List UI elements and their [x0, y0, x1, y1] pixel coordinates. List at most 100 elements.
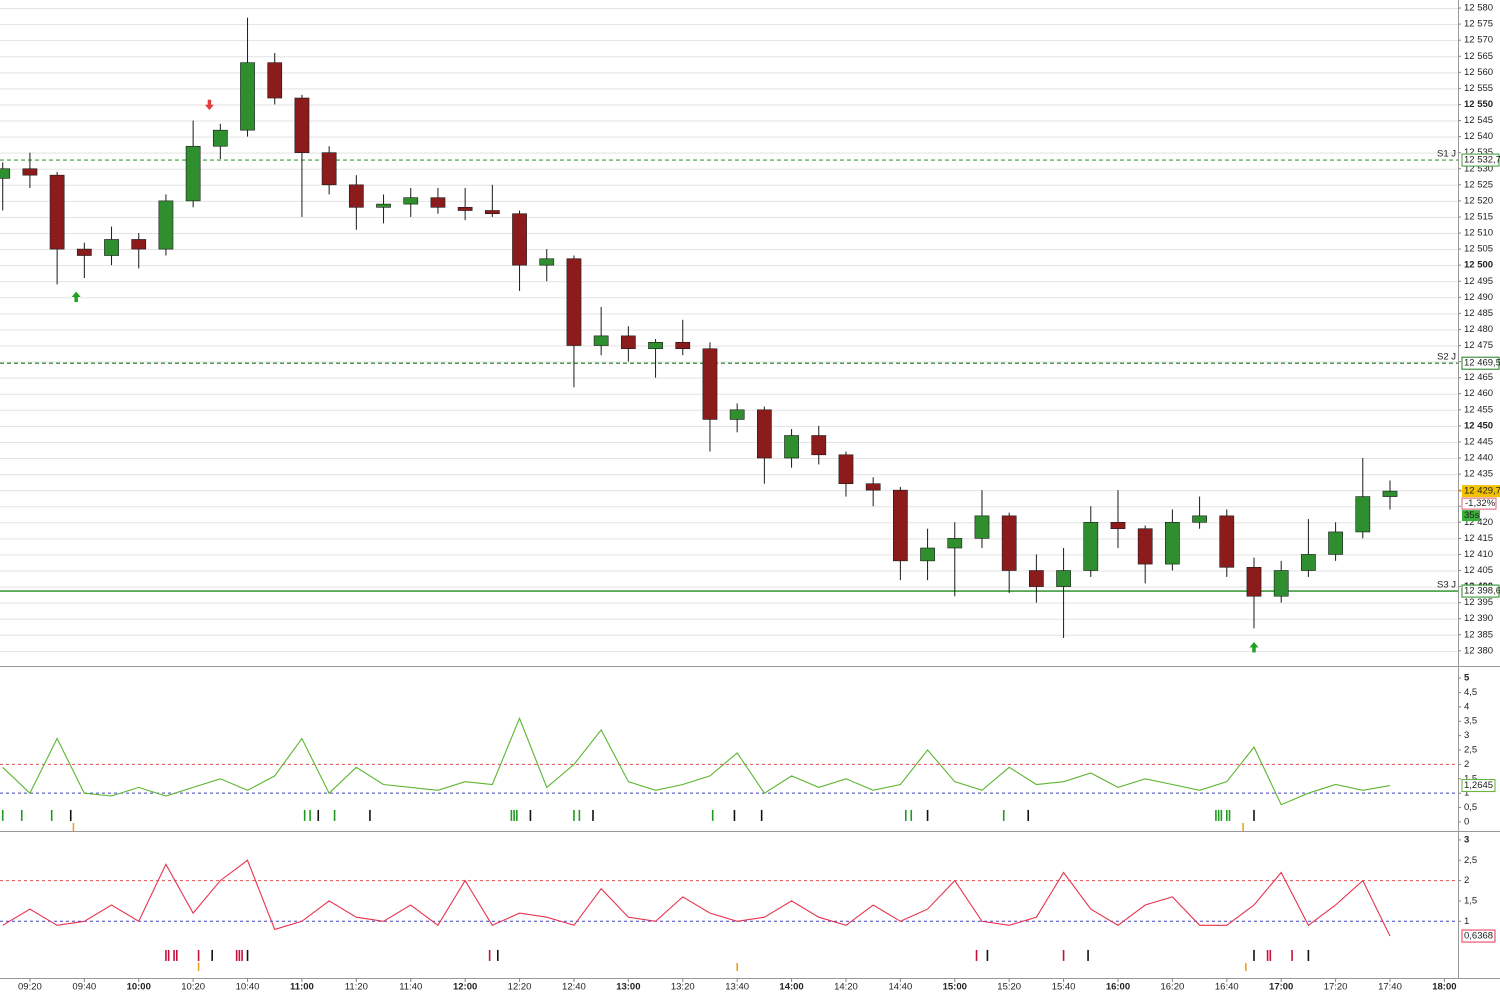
- x-tick-label: 14:00: [779, 982, 803, 993]
- x-tick-label: 13:20: [671, 982, 695, 993]
- change-label: -1,32%: [1465, 498, 1496, 509]
- candle-body: [1328, 531, 1343, 555]
- y-tick-label: 12 550: [1464, 99, 1493, 110]
- signal-arrow: [203, 99, 215, 111]
- level-label-box: [1461, 356, 1500, 370]
- candle-body: [484, 210, 500, 215]
- x-tick-label: 10:00: [127, 982, 151, 993]
- x-tick-label: 17:20: [1324, 982, 1348, 993]
- indicator-line: [2, 716, 1391, 806]
- candle-body: [457, 207, 473, 211]
- y-tick-label: 12 385: [1464, 629, 1493, 640]
- x-tick-label: 11:40: [399, 982, 422, 993]
- y-tick-label: 3,5: [1464, 716, 1477, 727]
- y-tick-label: 1,5: [1464, 773, 1477, 784]
- y-tick-label: 12 580: [1464, 3, 1493, 14]
- y-tick-label: 5: [1464, 673, 1470, 684]
- level-name: S1 J: [1437, 149, 1456, 160]
- x-tick-label: 09:40: [72, 982, 96, 993]
- level-value-label: 12 532,7: [1464, 155, 1500, 166]
- x-tick-label: 13:00: [616, 982, 640, 993]
- x-tick-label: 10:40: [236, 982, 260, 993]
- x-tick-label: 12:20: [508, 982, 532, 993]
- y-tick-label: 12 465: [1464, 372, 1493, 383]
- candle-body: [947, 538, 963, 549]
- timer-label: 35s: [1464, 510, 1480, 521]
- y-tick-label: 12 530: [1464, 163, 1493, 174]
- candle-body: [756, 409, 772, 459]
- level-value-label: 12 398,6: [1464, 586, 1500, 597]
- candle-body: [185, 145, 201, 202]
- candle-body: [104, 239, 119, 256]
- y-tick-label: 12 575: [1464, 19, 1493, 30]
- y-tick-label: 12 520: [1464, 195, 1493, 206]
- x-tick-label: 16:00: [1106, 982, 1130, 993]
- candle-body: [1137, 528, 1153, 565]
- candle-body: [1301, 554, 1316, 571]
- y-tick-label: 12 560: [1464, 67, 1493, 78]
- change-box: [1461, 497, 1497, 510]
- x-tick-label: 16:20: [1160, 982, 1184, 993]
- level-label-box: [1461, 153, 1500, 167]
- candle-body: [131, 239, 147, 250]
- candle-body: [1382, 490, 1398, 497]
- candle-body: [158, 200, 174, 250]
- candle-body: [1192, 515, 1207, 523]
- x-tick-label: 10:20: [181, 982, 205, 993]
- x-tick-label: 16:40: [1215, 982, 1239, 993]
- y-tick-label: 4: [1464, 701, 1469, 712]
- y-tick-label: 12 450: [1464, 420, 1493, 431]
- y-tick-label: 12 515: [1464, 211, 1493, 222]
- y-tick-label: 1: [1464, 916, 1469, 927]
- x-tick-label: 17:40: [1378, 982, 1402, 993]
- candle-body: [267, 62, 283, 99]
- y-tick-label: 2: [1464, 759, 1469, 770]
- y-tick-label: 12 490: [1464, 292, 1493, 303]
- y-tick-label: 12 460: [1464, 388, 1493, 399]
- x-tick-label: 13:40: [725, 982, 749, 993]
- candle-body: [593, 335, 609, 346]
- y-tick-label: 4,5: [1464, 687, 1477, 698]
- y-tick-label: 12 545: [1464, 115, 1493, 126]
- indicator-line: [2, 859, 1391, 937]
- candle-body: [1029, 570, 1044, 587]
- candle-body: [702, 348, 718, 420]
- y-tick-label: 2: [1464, 875, 1469, 886]
- x-tick-label: 15:20: [997, 982, 1021, 993]
- candle-body: [1001, 515, 1017, 571]
- level-name: S3 J: [1437, 580, 1456, 591]
- x-tick-label: 17:00: [1269, 982, 1293, 993]
- candle-body: [974, 515, 990, 539]
- candle-body: [76, 248, 92, 256]
- candle-body: [920, 547, 935, 562]
- y-tick-label: 12 540: [1464, 131, 1493, 142]
- x-tick-label: 12:00: [453, 982, 477, 993]
- signal-arrow: [1248, 641, 1260, 653]
- candle-body: [811, 435, 827, 456]
- candle-body: [729, 409, 745, 420]
- y-tick-label: 12 495: [1464, 276, 1493, 287]
- x-tick-label: 09:20: [18, 982, 42, 993]
- candle-body: [1083, 521, 1099, 571]
- signal-arrow: [70, 290, 82, 303]
- candle-body: [1056, 570, 1071, 587]
- last-price-box: [1462, 485, 1500, 498]
- candle-body: [1246, 566, 1262, 597]
- y-tick-label: 12 455: [1464, 404, 1493, 415]
- y-tick-label: 12 395: [1464, 597, 1493, 608]
- x-tick-label: 12:40: [562, 982, 586, 993]
- last-value-label: 1,2645: [1464, 780, 1493, 791]
- candle-body: [321, 152, 337, 186]
- x-tick-label: 14:40: [888, 982, 912, 993]
- candle-body: [1165, 521, 1180, 565]
- y-tick-label: 12 435: [1464, 469, 1493, 480]
- last-value-box: [1461, 929, 1496, 943]
- y-tick-label: 1,5: [1464, 895, 1477, 906]
- y-tick-label: 0,5: [1464, 802, 1477, 813]
- level-name: S2 J: [1437, 352, 1456, 363]
- y-tick-label: 12 555: [1464, 83, 1493, 94]
- x-tick-label: 11:20: [345, 982, 368, 993]
- y-tick-label: 3: [1464, 730, 1469, 741]
